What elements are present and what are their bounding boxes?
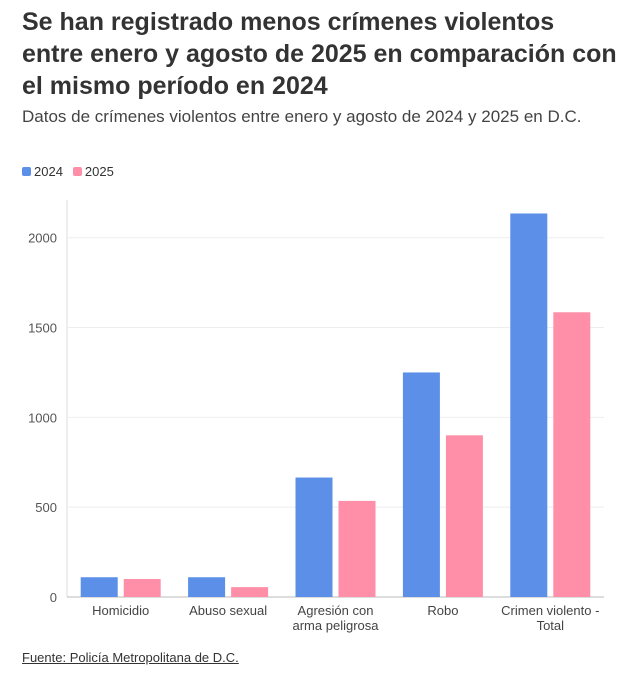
- bar: [553, 312, 591, 597]
- x-tick-label: Agresión con arma peligrosa: [292, 603, 379, 633]
- x-tick-label: Crimen violento - Total: [501, 603, 600, 633]
- y-tick-label: 1500: [28, 321, 57, 336]
- y-tick-label: 2000: [28, 231, 57, 246]
- bar: [510, 213, 548, 598]
- y-tick-label: 500: [35, 500, 57, 515]
- legend-label: 2025: [84, 164, 114, 179]
- legend-item: 2025: [72, 164, 114, 179]
- source: Fuente: Policía Metropolitana de D.C.: [22, 650, 239, 665]
- y-tick-label: 0: [50, 590, 57, 605]
- legend-swatch: [22, 167, 31, 176]
- x-tick-label: Abuso sexual: [189, 603, 268, 618]
- legend-item: 2024: [22, 164, 63, 179]
- legend: 2024 2025: [22, 164, 114, 179]
- bar: [295, 477, 333, 597]
- bar: [123, 579, 161, 597]
- legend-label: 2024: [34, 164, 63, 179]
- chart-subtitle: Datos de crímenes violentos entre enero …: [22, 107, 582, 126]
- bar: [402, 372, 440, 597]
- bar: [338, 500, 376, 597]
- y-tick-label: 1000: [28, 410, 57, 425]
- bar: [188, 577, 226, 597]
- chart-title: Se han registrado menos crímenes violent…: [22, 8, 617, 100]
- x-tick-label: Robo: [427, 603, 459, 618]
- x-tick-label: Homicidio: [92, 603, 150, 618]
- bar: [80, 577, 118, 597]
- legend-swatch: [72, 167, 82, 176]
- bar: [445, 435, 483, 597]
- bar: [231, 587, 269, 597]
